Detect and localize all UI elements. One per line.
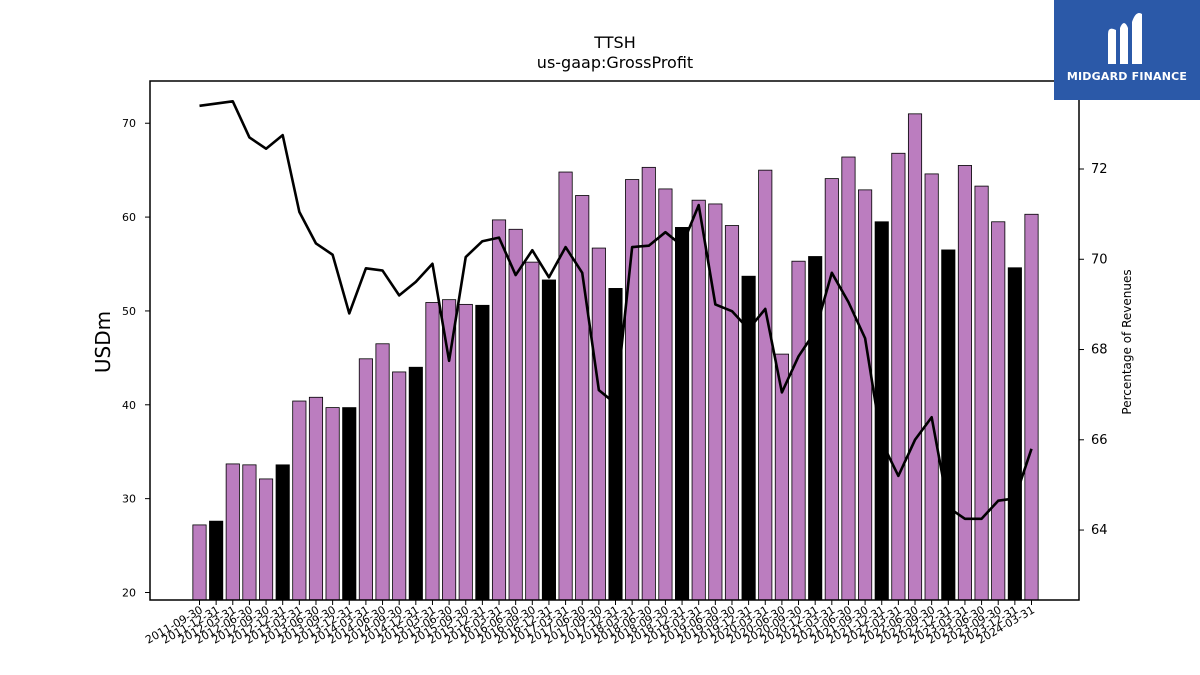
bar-2014-06-30 <box>375 343 390 601</box>
bar-2017-03-31 <box>558 171 573 601</box>
bar-series <box>192 113 1039 601</box>
bar-2023-03-31 <box>957 165 972 601</box>
chart-title: TTSH <box>593 33 635 52</box>
bar-2016-06-30 <box>508 228 523 601</box>
bar-2020-12-31 <box>808 256 823 601</box>
bar-2012-03-31 <box>225 463 240 601</box>
bar-2018-03-31 <box>625 179 640 601</box>
y-tick-label: 30 <box>122 493 136 506</box>
y2-tick-label: 72 <box>1091 162 1108 177</box>
bar-2020-03-31 <box>758 169 773 601</box>
y-tick-label: 60 <box>122 211 136 224</box>
bar-2024-03-31 <box>1024 213 1039 601</box>
bar-2018-12-31 <box>675 227 690 601</box>
bar-2015-12-31 <box>475 304 490 601</box>
y2-axis-label: Percentage of Revenues <box>1120 269 1134 414</box>
chart-subtitle: us-gaap:GrossProfit <box>537 53 693 72</box>
bar-2012-12-31 <box>275 464 290 601</box>
bar-2011-09-30 <box>192 524 207 601</box>
y2-tick-label: 68 <box>1091 343 1108 358</box>
y-axis-left: 20 30 40 50 60 70 <box>122 117 150 599</box>
bar-2022-12-31 <box>941 249 956 601</box>
bar-2017-12-31 <box>608 288 623 601</box>
bar-2022-06-30 <box>907 113 923 601</box>
x-axis: 2011-09-302011-12-312012-03-312012-06-30… <box>143 600 1037 647</box>
y2-tick-label: 66 <box>1091 433 1108 448</box>
bar-2023-06-30 <box>974 185 989 601</box>
bar-2013-09-30 <box>325 407 340 601</box>
bar-2012-06-30 <box>242 464 257 601</box>
bar-2016-12-31 <box>541 279 556 601</box>
bar-2012-09-30 <box>259 478 274 601</box>
bar-2018-09-30 <box>658 188 673 601</box>
bar-2019-09-30 <box>724 225 740 601</box>
bar-2015-09-30 <box>458 303 473 601</box>
bar-2013-03-31 <box>292 400 307 601</box>
logo-mark-icon <box>1108 13 1142 65</box>
bar-2017-06-30 <box>575 195 590 601</box>
bar-2020-09-30 <box>791 260 806 601</box>
bar-2014-03-31 <box>358 358 373 601</box>
bar-2014-09-30 <box>392 371 407 601</box>
bar-2023-09-30 <box>991 221 1006 601</box>
bar-2015-06-30 <box>442 299 457 601</box>
bar-2015-03-31 <box>425 302 440 601</box>
bar-2023-12-31 <box>1007 267 1022 601</box>
bar-2013-06-30 <box>308 396 324 601</box>
y-axis-label: USDm <box>91 311 115 373</box>
y-tick-label: 40 <box>122 399 136 412</box>
bar-2016-09-30 <box>525 261 540 601</box>
y-axis-right: 64 66 68 70 72 <box>1079 162 1108 538</box>
y-tick-label: 50 <box>122 305 136 318</box>
bar-2014-12-31 <box>408 366 423 601</box>
bar-2021-06-30 <box>841 156 856 601</box>
y2-tick-label: 64 <box>1091 523 1108 538</box>
bar-2022-09-30 <box>924 173 939 601</box>
bar-2021-03-31 <box>824 178 839 601</box>
bar-2022-03-31 <box>891 152 906 601</box>
bar-2017-09-30 <box>591 247 606 601</box>
percentage-line <box>199 100 1033 521</box>
bar-2018-06-30 <box>641 166 656 601</box>
line-series <box>199 100 1033 521</box>
bar-2016-03-31 <box>491 219 507 601</box>
y2-tick-label: 70 <box>1091 252 1108 267</box>
bar-2019-06-30 <box>708 203 723 601</box>
logo-text: MIDGARD FINANCE <box>1066 70 1188 83</box>
midgard-finance-logo: MIDGARD FINANCE <box>1054 0 1200 100</box>
y-tick-label: 70 <box>122 117 136 130</box>
plot-frame <box>149 80 1080 601</box>
y-tick-label: 20 <box>122 586 136 599</box>
bar-2021-09-30 <box>858 189 873 601</box>
bar-2013-12-31 <box>342 407 357 601</box>
bar-2011-12-31 <box>209 520 224 601</box>
bar-2019-03-31 <box>691 199 706 601</box>
